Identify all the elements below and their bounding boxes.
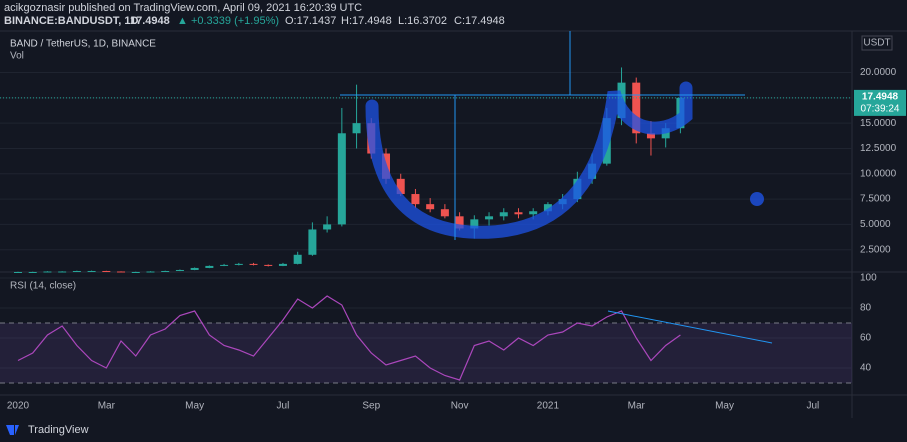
published-line: acikgoznasir published on TradingView.co… [4, 2, 362, 14]
candle-body [234, 263, 243, 265]
candle-body [514, 212, 523, 215]
candle-body [426, 204, 435, 210]
y-tick-label: 20.0000 [860, 67, 897, 78]
dot-drawing [750, 192, 764, 206]
candle-body [146, 271, 155, 273]
candle-body [190, 267, 199, 270]
ohlc-open: O:17.1437 [285, 15, 336, 27]
y-tick-label: 80 [860, 303, 872, 314]
x-tick-label: Mar [98, 401, 116, 412]
candle-body [72, 270, 81, 272]
x-tick-label: 2021 [537, 401, 560, 412]
candle-body [161, 270, 170, 272]
candle-body [293, 254, 302, 264]
candle-body [102, 270, 111, 272]
candle-body [529, 211, 538, 215]
candle-body [411, 194, 420, 205]
candle-body [205, 265, 214, 268]
x-tick-label: Mar [628, 401, 646, 412]
candle-body [131, 272, 140, 273]
candle-body [543, 204, 552, 212]
ohlc-close: C:17.4948 [454, 15, 505, 27]
x-tick-label: Nov [451, 401, 469, 412]
candle-body [337, 133, 346, 225]
x-tick-label: May [715, 401, 734, 412]
chart-title: BAND / TetherUS, 1D, BINANCE [10, 39, 156, 50]
candle-body [58, 271, 67, 273]
y-tick-label: 12.5000 [860, 143, 897, 154]
countdown: 07:39:24 [861, 104, 900, 115]
price: 17.4948 [130, 15, 170, 27]
candle-body [499, 212, 508, 217]
candle-body [87, 270, 96, 272]
candle-body [323, 224, 332, 230]
brand: TradingView [28, 424, 89, 436]
x-tick-label: May [185, 401, 204, 412]
x-tick-label: Jul [277, 401, 290, 412]
ohlc-low: L:16.3702 [398, 15, 447, 27]
candle-body [249, 263, 258, 265]
y-tick-label: 15.0000 [860, 118, 897, 129]
candle-body [264, 264, 273, 266]
y-tick-label: 7.5000 [860, 194, 891, 205]
unit-box [861, 35, 893, 51]
candle-body [485, 216, 494, 220]
candle-body [455, 216, 464, 229]
y-tick-label: 60 [860, 333, 872, 344]
candle-body [175, 269, 184, 271]
candle-body [14, 272, 22, 273]
candle-body [646, 133, 655, 139]
candle-body [117, 271, 126, 273]
unit: USDT [863, 38, 890, 49]
ohlc-high: H:17.4948 [341, 15, 392, 27]
candle-body [632, 82, 641, 134]
cup-drawing [365, 81, 693, 239]
rsi-title: RSI (14, close) [10, 281, 76, 292]
volume-label: Vol [10, 51, 24, 62]
y-tick-label: 40 [860, 363, 872, 374]
rsi-trendline [607, 310, 773, 344]
candle-body [43, 271, 52, 273]
x-tick-label: Jul [806, 401, 819, 412]
rsi-band [0, 323, 852, 383]
x-tick-label: Sep [362, 401, 380, 412]
change: ▲ +0.3339 (+1.95%) [177, 15, 279, 27]
y-tick-label: 10.0000 [860, 168, 897, 179]
last-price-label: 17.4948 [862, 92, 899, 103]
candle-body [470, 219, 479, 229]
symbol: BINANCE:BANDUSDT, 1D [4, 15, 139, 27]
candle-body [220, 264, 229, 266]
candle-body [278, 263, 287, 266]
candle-body [440, 209, 449, 217]
drawings [340, 31, 773, 344]
candle-body [28, 272, 37, 273]
y-tick-label: 5.0000 [860, 219, 891, 230]
candle-body [396, 178, 405, 195]
y-tick-label: 2.5000 [860, 244, 891, 255]
candle-body [352, 123, 361, 134]
candle-body [308, 229, 317, 255]
logo [6, 425, 19, 435]
x-tick-label: 2020 [7, 401, 30, 412]
last-price-box [854, 89, 906, 116]
plot: 2.5000 5.0000 7.5000 10.0000 12.5000 15.0000 1… [0, 67, 897, 412]
y-tick-label: 100 [860, 273, 877, 284]
rsi-line [17, 295, 681, 381]
